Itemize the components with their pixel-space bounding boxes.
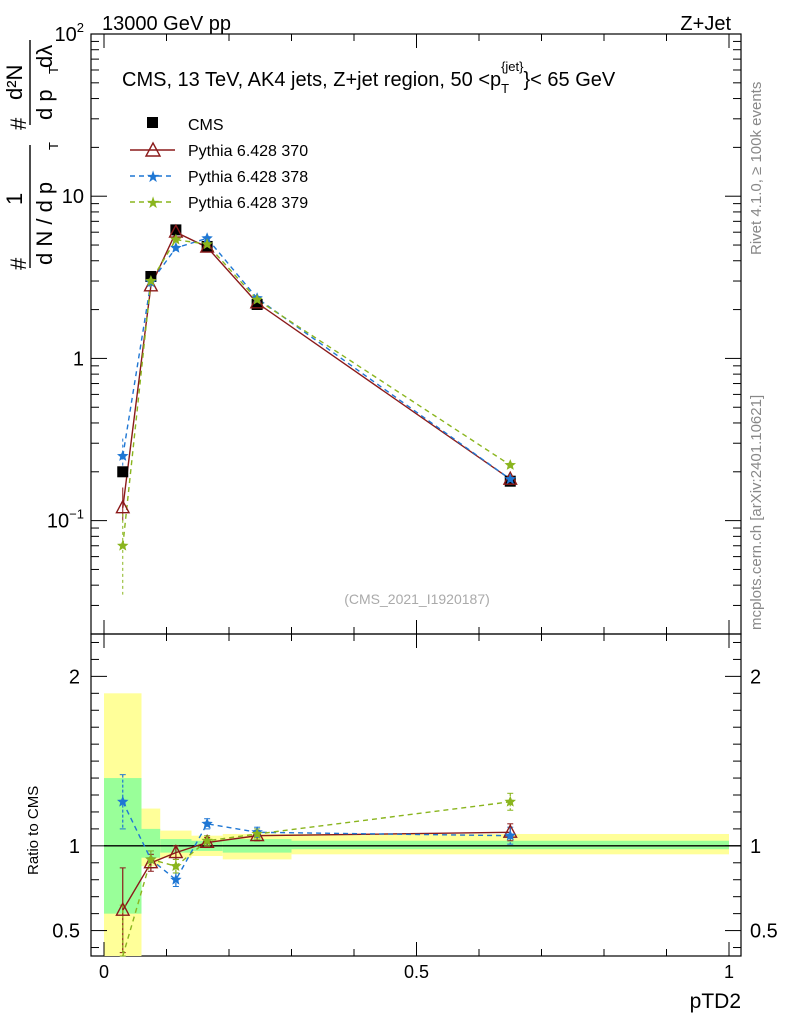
x-tick-label-2: 1 — [724, 962, 734, 982]
y-tick-label-main-1: 10 — [62, 186, 84, 208]
y-tick-label-main-0: 102 — [55, 20, 84, 46]
ratio-plot-area — [115, 774, 518, 957]
ratio-marker-0 — [115, 901, 131, 916]
ratio-uncertainty-bands — [104, 693, 741, 956]
legend-378-marker: ★ — [146, 169, 160, 186]
analysis-id: (CMS_2021_I1920187) — [344, 591, 490, 607]
series-marker-1 — [117, 450, 129, 461]
cms-point — [251, 298, 263, 310]
x-axis-label: pTD2 — [690, 990, 741, 1013]
series-line-1 — [122, 237, 511, 480]
header-right: Z+Jet — [680, 13, 731, 35]
cms-point — [170, 224, 182, 236]
series-marker-0 — [199, 238, 215, 253]
legend-370-label: Pythia 6.428 370 — [188, 143, 308, 160]
ratio-marker-2 — [145, 853, 157, 865]
legend-378-label: Pythia 6.428 378 — [188, 169, 308, 186]
series-marker-2 — [251, 293, 263, 305]
y-tick-label-ratio-0: 2 — [69, 666, 80, 688]
legend-379-marker: ★ — [146, 195, 160, 212]
y-tick-exp: 2 — [77, 20, 84, 35]
series-line-0 — [122, 231, 511, 508]
legend-cms-marker — [147, 117, 158, 128]
series-marker-2 — [504, 459, 516, 470]
ratio-marker-1 — [504, 829, 516, 841]
ylabel-one: 1 — [2, 193, 27, 205]
plot-title: CMS, 13 TeV, AK4 jets, Z+jet region, 50 … — [122, 59, 616, 96]
y-tick-base: 10 — [55, 24, 77, 46]
y-tick-base: 1 — [73, 348, 84, 370]
y-tick-base: 10 — [47, 511, 69, 533]
ratio-marker-0 — [143, 854, 159, 869]
legend-cms-label: CMS — [188, 117, 224, 134]
band-green-5 — [291, 840, 729, 850]
series-marker-1 — [170, 241, 182, 253]
cms-point — [117, 466, 129, 478]
title-tail: }< 65 GeV — [524, 69, 616, 91]
x-tick-label-1: 0.5 — [404, 962, 429, 982]
y-tick-exp: −1 — [69, 507, 84, 522]
legend-379-label: Pythia 6.428 379 — [188, 195, 308, 212]
ratio-marker-0 — [249, 827, 265, 842]
legend: CMS Pythia 6.428 370 ★ Pythia 6.428 378 … — [130, 117, 308, 212]
ylabel-hash-left: # — [6, 257, 31, 270]
ylabel-d2n: d²N — [2, 65, 27, 100]
ratio-marker-0 — [199, 833, 215, 849]
series-marker-1 — [504, 473, 516, 485]
ylabel-dn: d N / d p — [32, 182, 57, 265]
mcplots-label: mcplots.cern.ch [arXiv:2401.10621] — [748, 395, 765, 630]
ratio-marker-2 — [170, 860, 182, 871]
ratio-marker-1 — [201, 817, 213, 829]
series-marker-1 — [201, 232, 213, 244]
header-left: 13000 GeV pp — [102, 13, 231, 35]
title-sup: {jet} — [501, 59, 524, 74]
series-marker-2 — [170, 233, 182, 245]
x-tick-label-0: 0 — [99, 962, 109, 982]
rivet-label: Rivet 4.1.0, ≥ 100k events — [748, 82, 765, 255]
title-main: CMS, 13 TeV, AK4 jets, Z+jet region, 50 … — [122, 69, 501, 91]
ratio-marker-2 — [504, 795, 516, 807]
ylabel-t1: T — [46, 142, 61, 150]
y-tick-label-ratio-2: 0.5 — [52, 921, 80, 943]
series-marker-2 — [201, 238, 213, 250]
ratio-line-0 — [122, 831, 511, 911]
y-axis-label-main: # 1 d N / d p T # d²N d p T dλ — [2, 40, 61, 270]
ratio-marker-1 — [170, 873, 182, 885]
y-tick-label-ratio-right-0: 2 — [750, 666, 761, 688]
ratio-line-2 — [122, 801, 511, 957]
y-tick-label-main-2: 1 — [73, 348, 84, 370]
series-line-2 — [122, 238, 511, 546]
legend-370-marker — [144, 141, 162, 157]
ylabel-hash-right: # — [6, 117, 31, 130]
ratio-panel-frame — [90, 633, 742, 957]
y-tick-label-ratio-right-2: 0.5 — [750, 921, 778, 943]
ratio-marker-2 — [251, 828, 263, 839]
y-tick-label-ratio-1: 1 — [69, 836, 80, 858]
series-marker-0 — [115, 499, 131, 514]
y-axis-label-ratio: Ratio to CMS — [25, 786, 42, 875]
ylabel-dl: dλ — [32, 45, 57, 68]
series-marker-2 — [145, 275, 157, 286]
ratio-line-1 — [122, 801, 511, 881]
y-tick-label-ratio-right-1: 1 — [750, 836, 761, 858]
ylabel-dpt: d p — [32, 89, 57, 120]
y-tick-base: 10 — [62, 186, 84, 208]
ylabel-t2: T — [46, 66, 61, 74]
ratio-marker-2 — [201, 834, 213, 846]
ratio-marker-1 — [117, 795, 129, 807]
main-plot-area — [115, 223, 518, 595]
title-sub: T — [501, 81, 509, 96]
series-marker-2 — [117, 539, 129, 551]
ratio-marker-0 — [168, 844, 184, 859]
y-tick-label-main-3: 10−1 — [47, 507, 84, 533]
